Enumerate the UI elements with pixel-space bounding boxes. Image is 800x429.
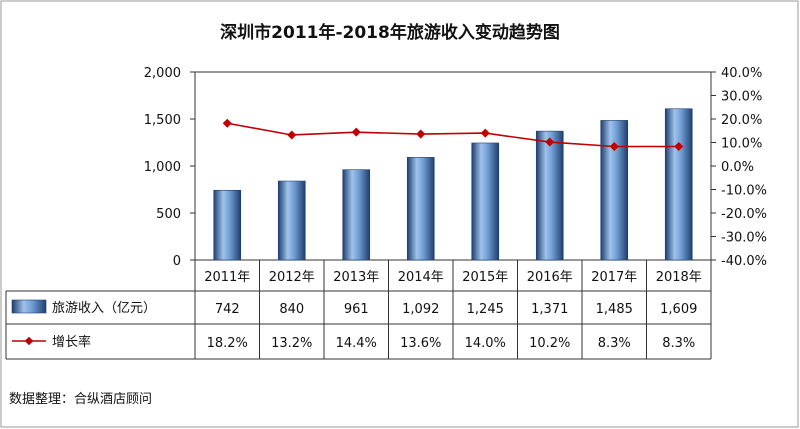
left-tick-label: 1,500 [144,113,181,128]
bar-2018年 [664,108,693,261]
right-tick-label: 10.0% [721,137,762,152]
right-axis: 40.0% 30.0% 20.0% 10.0% 0.0% -10.0% -20.0% -30.… [711,66,767,269]
bar-2015年 [471,142,500,261]
category-label: 2014年 [398,270,444,285]
category-label: 2012年 [269,270,315,285]
category-label: 2015年 [462,270,508,285]
bar-2016年 [535,130,564,261]
bar-value-cell: 1,092 [402,302,439,317]
left-tick-label: 0 [173,254,181,269]
bar-2013年 [342,169,371,261]
left-tick-label: 1,000 [144,160,181,175]
growth-line [227,122,679,148]
bar-value-cell: 1,485 [596,302,633,317]
growth-value-cell: 8.3% [662,336,695,351]
category-label: 2017年 [591,270,637,285]
growth-point-2011年 [222,118,232,128]
growth-value-cell: 13.6% [400,336,441,351]
growth-value-cell: 14.4% [336,336,377,351]
growth-value-cell: 18.2% [207,336,248,351]
bar-value-cell: 840 [279,302,304,317]
right-tick-label: -10.0% [721,184,767,199]
bar-series [213,108,693,261]
category-label: 2016年 [527,270,573,285]
plot-area [194,71,712,261]
right-tick-label: 40.0% [721,66,762,81]
right-tick-label: -40.0% [721,254,767,269]
left-axis: 0 500 1,000 1,500 2,000 [144,66,195,269]
growth-value-cell: 10.2% [529,336,570,351]
bar-2012年 [277,180,306,261]
bar-2017年 [600,120,629,261]
legend-bar-swatch [11,299,47,314]
right-tick-label: 0.0% [721,160,754,175]
chart-title: 深圳市2011年-2018年旅游收入变动趋势图 [220,22,560,43]
bar-2014年 [406,157,435,261]
bar-value-cell: 1,371 [531,302,568,317]
legend-line-label: 增长率 [52,334,91,350]
right-tick-label: 30.0% [721,90,762,105]
data-table: 2011年 2012年 2013年 2014年 2015年 2016年 2017年 2018年… [5,260,712,360]
category-label: 2018年 [656,270,702,285]
category-label: 2011年 [204,270,250,285]
legend-bar-label: 旅游收入（亿元） [52,301,156,316]
source-note: 数据整理：合纵酒店顾问 [9,392,152,407]
category-label: 2013年 [333,270,379,285]
bar-value-cell: 1,609 [660,302,697,317]
left-tick-label: 2,000 [144,66,181,81]
right-tick-label: -20.0% [721,207,767,222]
left-tick-label: 500 [156,207,181,222]
growth-value-cell: 14.0% [465,336,506,351]
right-tick-label: -30.0% [721,231,767,246]
right-tick-label: 20.0% [721,113,762,128]
legend-line-marker [24,336,34,346]
bar-value-cell: 1,245 [467,302,504,317]
growth-value-cell: 8.3% [598,336,631,351]
bar-value-cell: 961 [344,302,369,317]
bar-2011年 [213,189,242,261]
bar-value-cell: 742 [215,302,240,317]
growth-value-cell: 13.2% [271,336,312,351]
